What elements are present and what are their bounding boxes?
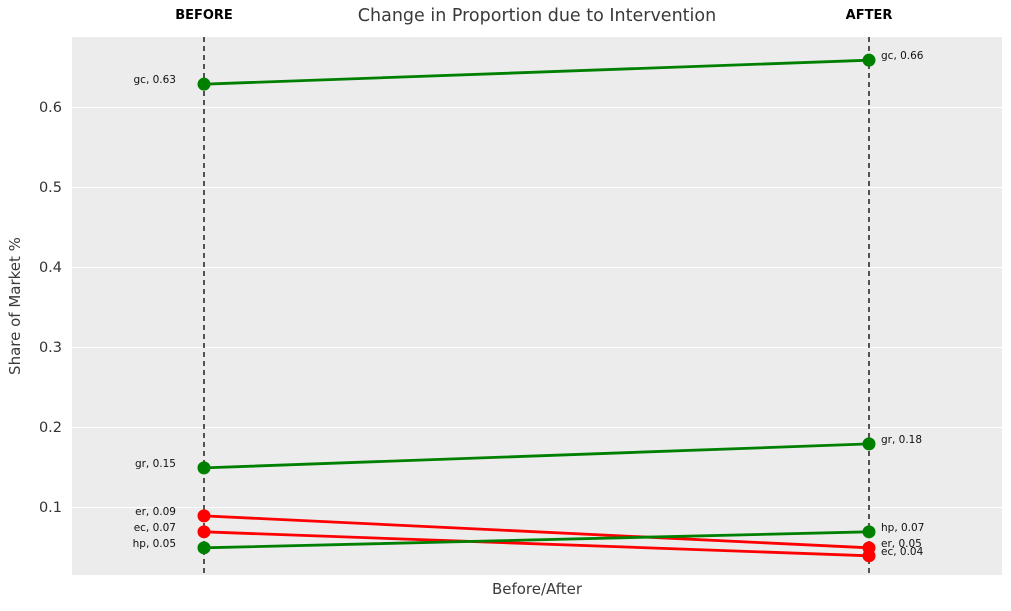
series-point-er-before [197,509,211,523]
point-label-gr-before: gr, 0.15 [134,457,176,470]
y-tick-label: 0.5 [38,180,62,197]
series-line-ec [202,530,871,558]
y-tick-label: 0.6 [38,100,62,117]
gridline [72,507,1002,509]
series-point-hp-after [862,525,876,539]
series-layer [197,37,876,575]
series-line-gc [202,58,871,86]
series-point-gr-before [197,461,211,475]
series-line-gr [202,442,871,470]
after-column-label: AFTER [845,8,893,23]
series-point-gc-before [197,77,211,91]
gridline [72,107,1002,109]
point-label-gc-before: gc, 0.63 [133,74,177,87]
x-axis-label: Before/After [491,580,583,598]
gridline [72,187,1002,189]
y-tick-label: 0.4 [38,260,62,277]
gridline [72,347,1002,349]
plot-area [72,37,1002,575]
point-label-gc-after: gc, 0.66 [881,50,924,63]
series-point-ec-before [197,525,211,539]
gridline [72,267,1002,269]
chart-title: Change in Proportion due to Intervention [357,6,717,26]
before-column-label: BEFORE [175,8,233,23]
point-label-er-before: er, 0.09 [135,505,176,518]
y-tick-label: 0.1 [38,499,62,516]
point-label-er-after: er, 0.05 [881,537,922,550]
series-point-ec-after [862,549,876,563]
series-point-gr-after [862,437,876,451]
series-point-hp-before [197,541,211,555]
point-label-gr-after: gr, 0.18 [881,433,923,446]
gridline [72,427,1002,429]
point-label-hp-before: hp, 0.05 [132,537,176,550]
point-label-ec-after: ec, 0.04 [881,545,924,558]
y-tick-label: 0.3 [38,339,62,356]
series-point-gc-after [862,53,876,67]
series-line-hp [202,530,871,550]
series-line-er [202,514,871,550]
y-tick-label: 0.2 [38,419,62,436]
point-label-ec-before: ec, 0.07 [133,521,176,534]
point-label-hp-after: hp, 0.07 [881,521,925,534]
